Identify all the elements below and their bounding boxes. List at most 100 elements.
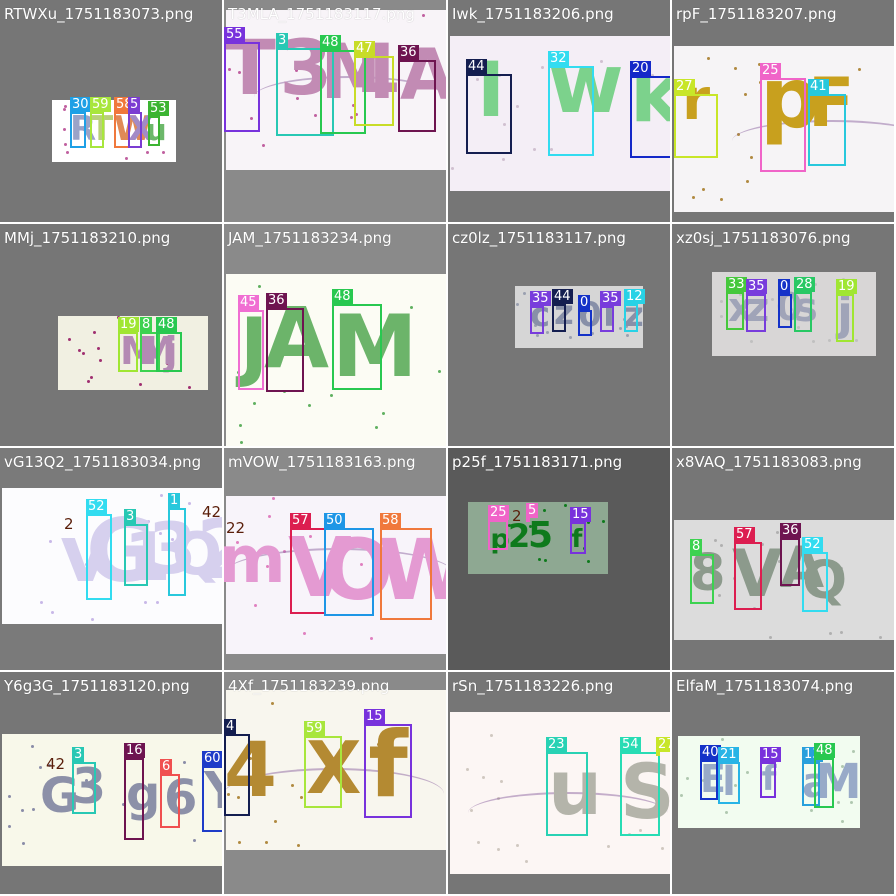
noise-dot (691, 195, 695, 199)
noise-dot (750, 156, 754, 160)
noise-dot (121, 803, 125, 806)
captcha-glyph: j (837, 286, 853, 340)
captcha-glyph: G (40, 768, 80, 824)
noise-dot (166, 361, 170, 365)
detection-box (380, 528, 432, 620)
noise-dot (543, 509, 547, 513)
detection-label: 44 (466, 59, 487, 74)
detection-box (266, 308, 304, 392)
noise-dot (533, 148, 537, 152)
noise-dot (500, 779, 504, 783)
detection-box (778, 294, 792, 328)
noise-dot (294, 68, 298, 72)
noise-dot (750, 340, 754, 344)
noise-dot (64, 105, 68, 109)
detection-label: 42 (46, 755, 66, 773)
captcha-glyph: T (90, 109, 114, 149)
noise-dot (642, 82, 646, 86)
noise-dot (91, 117, 95, 121)
noise-dot (840, 566, 843, 570)
noise-dot (601, 519, 605, 523)
detection-label: 19 (118, 317, 139, 332)
noise-dot (240, 440, 244, 444)
captcha-glyph: M (332, 297, 418, 397)
noise-dot (21, 841, 25, 845)
detection-box (630, 76, 670, 158)
noise-dot (806, 105, 810, 109)
noise-curve (468, 792, 668, 834)
grid-tile: uS 23 54 27 rSn_1751183226.png (448, 672, 670, 894)
detection-label: 53 (148, 101, 169, 116)
detection-label: 12 (624, 289, 645, 304)
noise-dot (49, 539, 53, 543)
noise-dot (516, 844, 520, 848)
detection-label: 32 (548, 51, 569, 66)
noise-dot (188, 501, 192, 505)
tile-filename: x8VAQ_1751183083.png (676, 453, 862, 471)
detection-label: 36 (398, 45, 419, 60)
detection-box (238, 310, 264, 390)
detection-label: 3 (276, 33, 289, 48)
detection-label: 35 (530, 291, 551, 306)
grid-tile: c z 0 l z 35 44 0 35 12 cz0lz_1751183117.png (448, 224, 670, 446)
noise-dot (182, 761, 186, 765)
detection-box (802, 552, 828, 612)
grid-tile: G3g6Y42316660Y6g3G_1751183120.png (0, 672, 222, 894)
detection-box (290, 528, 326, 614)
detection-label: 35 (600, 291, 621, 306)
detection-label: 27 (656, 737, 670, 752)
detection-box (320, 50, 366, 134)
noise-dot (841, 765, 845, 769)
noise-dot (450, 167, 454, 171)
detection-box (578, 310, 592, 336)
detection-box (118, 332, 138, 372)
detection-label: 21 (718, 747, 739, 762)
detection-box (546, 752, 588, 836)
noise-curve (254, 76, 444, 118)
detection-box (466, 74, 512, 154)
noise-dot (599, 60, 603, 64)
noise-dot (569, 335, 573, 339)
captcha-glyph: M (814, 758, 862, 808)
captcha-glyph: j (164, 329, 178, 373)
detection-label: 2 (64, 515, 74, 533)
detection-label: 36 (780, 523, 801, 538)
detection-label: 50 (324, 513, 345, 528)
noise-dot (849, 800, 853, 804)
noise-dot (40, 600, 44, 604)
noise-dot (701, 778, 705, 782)
tile-filename: mVOW_1751183163.png (228, 453, 416, 471)
detection-box (398, 60, 436, 132)
captcha-glyph: 4 (224, 732, 277, 812)
detection-label: 19 (836, 279, 857, 294)
tile-filename: MMj_1751183210.png (4, 229, 171, 247)
detection-box (690, 554, 714, 604)
detection-label: 57 (734, 527, 755, 542)
detection-box (530, 306, 544, 334)
noise-dot (65, 808, 69, 812)
noise-dot (271, 701, 275, 705)
detection-box (570, 522, 586, 554)
captcha-glyph: 2 (508, 517, 531, 555)
noise-dot (777, 94, 781, 98)
detection-box (224, 42, 260, 132)
noise-dot (48, 764, 52, 768)
detection-box (656, 752, 660, 756)
detection-box (718, 762, 740, 804)
noise-dot (481, 775, 485, 779)
noise-dot (66, 151, 70, 155)
captcha-glyph: 6 (164, 770, 198, 826)
detection-box (354, 56, 394, 126)
noise-dot (738, 292, 742, 296)
detection-label: 27 (674, 79, 695, 94)
noise-dot (85, 778, 89, 782)
detection-label: 58 (380, 513, 401, 528)
grid-tile: 4Xf459154Xf_1751183239.png (224, 672, 446, 894)
noise-dot (438, 370, 442, 374)
noise-dot (161, 151, 165, 155)
noise-dot (82, 351, 86, 355)
detection-label: 16 (124, 743, 145, 758)
noise-dot (465, 767, 469, 771)
detection-label: 42 (202, 503, 222, 521)
